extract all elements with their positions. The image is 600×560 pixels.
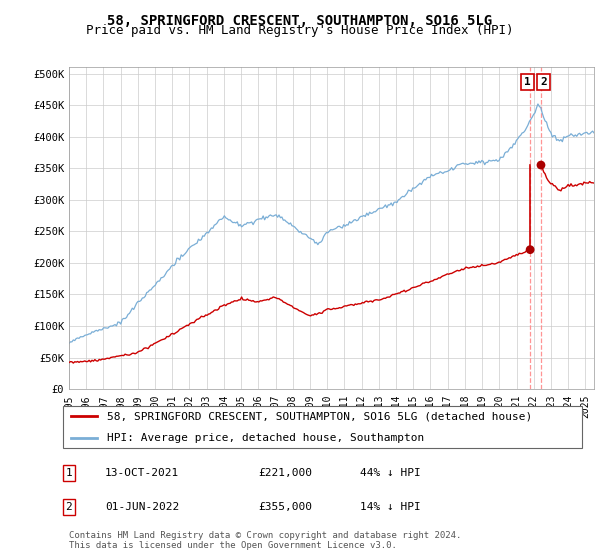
Text: 1: 1 bbox=[524, 77, 531, 87]
Text: Price paid vs. HM Land Registry's House Price Index (HPI): Price paid vs. HM Land Registry's House … bbox=[86, 24, 514, 37]
Text: 58, SPRINGFORD CRESCENT, SOUTHAMPTON, SO16 5LG: 58, SPRINGFORD CRESCENT, SOUTHAMPTON, SO… bbox=[107, 14, 493, 28]
Text: HPI: Average price, detached house, Southampton: HPI: Average price, detached house, Sout… bbox=[107, 433, 425, 443]
Point bbox=[536, 161, 546, 170]
Text: 44% ↓ HPI: 44% ↓ HPI bbox=[360, 468, 421, 478]
Text: 2: 2 bbox=[65, 502, 73, 512]
Text: 14% ↓ HPI: 14% ↓ HPI bbox=[360, 502, 421, 512]
Text: £221,000: £221,000 bbox=[258, 468, 312, 478]
Point bbox=[526, 245, 535, 254]
Text: 58, SPRINGFORD CRESCENT, SOUTHAMPTON, SO16 5LG (detached house): 58, SPRINGFORD CRESCENT, SOUTHAMPTON, SO… bbox=[107, 411, 533, 421]
Text: £355,000: £355,000 bbox=[258, 502, 312, 512]
Text: 13-OCT-2021: 13-OCT-2021 bbox=[105, 468, 179, 478]
Text: Contains HM Land Registry data © Crown copyright and database right 2024.
This d: Contains HM Land Registry data © Crown c… bbox=[69, 530, 461, 550]
FancyBboxPatch shape bbox=[62, 405, 583, 449]
Text: 2: 2 bbox=[540, 77, 547, 87]
Text: 01-JUN-2022: 01-JUN-2022 bbox=[105, 502, 179, 512]
Text: 1: 1 bbox=[65, 468, 73, 478]
